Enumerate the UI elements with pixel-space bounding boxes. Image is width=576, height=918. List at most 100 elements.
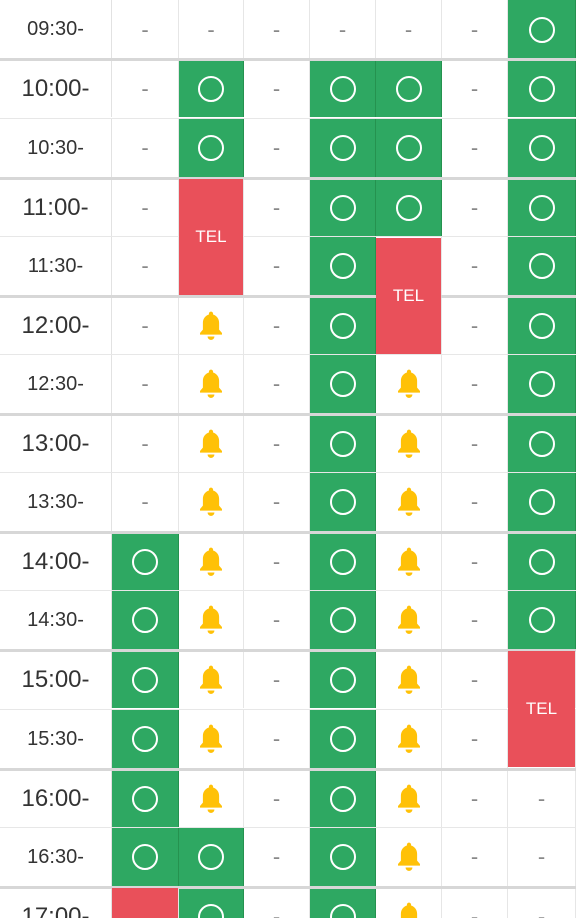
available-slot[interactable] [179, 828, 244, 886]
time-label: 10:30- [0, 119, 112, 177]
time-label: 14:00- [0, 534, 112, 590]
bell-icon [397, 547, 420, 576]
waitlist-slot[interactable] [179, 298, 244, 354]
available-slot[interactable] [508, 119, 576, 177]
waitlist-slot[interactable] [179, 416, 244, 472]
waitlist-slot[interactable] [376, 473, 442, 531]
available-slot[interactable] [508, 355, 576, 413]
circle-icon [329, 371, 356, 397]
circle-icon [329, 904, 356, 918]
available-slot[interactable] [376, 61, 442, 117]
unavailable-slot [244, 889, 310, 918]
waitlist-slot[interactable] [179, 355, 244, 413]
time-label: 13:30- [0, 473, 112, 531]
waitlist-slot[interactable] [376, 591, 442, 649]
available-slot[interactable] [310, 889, 376, 918]
available-slot[interactable] [376, 180, 442, 236]
tel-reservation-button[interactable]: TEL [179, 179, 243, 295]
available-slot[interactable] [310, 771, 376, 827]
circle-icon [132, 726, 158, 752]
available-slot[interactable] [310, 416, 376, 472]
available-slot[interactable] [179, 61, 244, 117]
available-slot[interactable] [310, 355, 376, 413]
tel-reservation-button[interactable]: TEL [508, 651, 575, 767]
circle-icon [528, 607, 555, 633]
waitlist-slot[interactable] [376, 416, 442, 472]
bell-icon [397, 369, 420, 398]
available-slot[interactable] [508, 473, 576, 531]
time-label: 11:00- [0, 180, 112, 236]
available-slot[interactable] [310, 652, 376, 708]
available-slot[interactable] [112, 652, 179, 708]
unavailable-slot [244, 828, 310, 886]
tel-reservation-button[interactable]: TEL [376, 238, 441, 354]
unavailable-slot [442, 652, 508, 708]
waitlist-slot[interactable] [179, 473, 244, 531]
available-slot[interactable] [179, 889, 244, 918]
available-slot[interactable] [310, 534, 376, 590]
bell-icon [200, 724, 222, 753]
available-slot[interactable] [508, 298, 576, 354]
circle-icon [132, 667, 158, 693]
circle-icon [198, 135, 224, 161]
bell-icon [200, 547, 222, 576]
available-slot[interactable] [508, 61, 576, 117]
available-slot[interactable] [112, 591, 179, 649]
available-slot[interactable] [112, 534, 179, 590]
available-slot[interactable] [376, 119, 442, 177]
waitlist-slot[interactable] [376, 889, 442, 918]
available-slot[interactable] [508, 591, 576, 649]
bell-icon [397, 665, 420, 694]
unavailable-slot [442, 416, 508, 472]
circle-icon [132, 844, 158, 870]
available-slot[interactable] [508, 237, 576, 295]
available-slot[interactable] [112, 771, 179, 827]
unavailable-slot [112, 355, 179, 413]
available-slot[interactable] [310, 119, 376, 177]
waitlist-slot[interactable] [179, 710, 244, 768]
waitlist-slot[interactable] [179, 771, 244, 827]
waitlist-slot[interactable] [376, 534, 442, 590]
available-slot[interactable] [310, 473, 376, 531]
unavailable-slot [244, 237, 310, 295]
circle-icon [329, 607, 356, 633]
available-slot[interactable] [310, 828, 376, 886]
bell-icon [397, 605, 420, 634]
unavailable-slot [376, 0, 442, 59]
waitlist-slot[interactable] [376, 828, 442, 886]
available-slot[interactable] [310, 591, 376, 649]
waitlist-slot[interactable] [376, 710, 442, 768]
available-slot[interactable] [179, 119, 244, 177]
unavailable-slot [244, 473, 310, 531]
circle-icon [329, 786, 356, 812]
time-label: 11:30- [0, 237, 112, 295]
unavailable-slot [442, 61, 508, 117]
unavailable-slot [442, 710, 508, 768]
waitlist-slot[interactable] [376, 355, 442, 413]
waitlist-slot[interactable] [179, 591, 244, 649]
available-slot[interactable] [508, 0, 576, 59]
time-row: 13:00- [0, 413, 576, 472]
available-slot[interactable] [508, 416, 576, 472]
available-slot[interactable] [112, 828, 179, 886]
bell-icon [397, 487, 420, 516]
available-slot[interactable] [310, 61, 376, 117]
unavailable-slot [508, 771, 576, 827]
waitlist-slot[interactable] [376, 652, 442, 708]
waitlist-slot[interactable] [376, 771, 442, 827]
available-slot[interactable] [310, 298, 376, 354]
circle-icon [528, 253, 555, 279]
unavailable-slot [244, 180, 310, 236]
available-slot[interactable] [112, 710, 179, 768]
available-slot[interactable] [508, 180, 576, 236]
tel-reservation-button[interactable] [112, 888, 178, 918]
available-slot[interactable] [310, 710, 376, 768]
available-slot[interactable] [508, 534, 576, 590]
bell-icon [200, 487, 222, 516]
available-slot[interactable] [310, 180, 376, 236]
available-slot[interactable] [310, 237, 376, 295]
waitlist-slot[interactable] [179, 534, 244, 590]
unavailable-slot [310, 0, 376, 59]
waitlist-slot[interactable] [179, 652, 244, 708]
